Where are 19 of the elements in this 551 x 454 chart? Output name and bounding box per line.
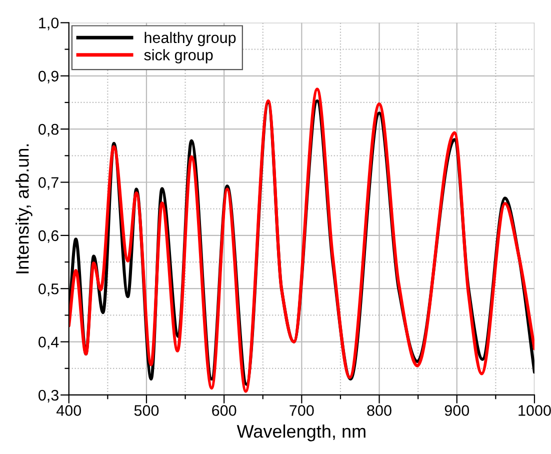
x-tick-label: 700 (290, 405, 314, 416)
y-tick-label: 0,5 (38, 283, 59, 296)
y-tick-label: 1,0 (39, 18, 59, 30)
x-tick-label: 500 (134, 405, 159, 416)
y-tick-label: 0,7 (38, 177, 58, 190)
x-axis-title: Wavelength, nm (236, 424, 366, 442)
y-tick-label: 0,6 (38, 230, 58, 243)
x-tick-label: 1000 (518, 405, 551, 416)
x-tick-label: 800 (367, 405, 392, 416)
y-axis-title: Intensity, arb.un. (16, 144, 32, 274)
x-tick-label: 600 (212, 405, 236, 416)
y-tick-label: 0,9 (38, 70, 58, 84)
legend-label: sick group (144, 49, 213, 64)
y-tick-label: 0,3 (38, 390, 58, 402)
legend-label: healthy group (144, 32, 236, 46)
x-tick-label: 900 (444, 405, 470, 416)
x-tick-label: 400 (56, 405, 82, 416)
y-tick-label: 0,8 (38, 124, 58, 137)
y-tick-label: 0,4 (38, 336, 59, 350)
